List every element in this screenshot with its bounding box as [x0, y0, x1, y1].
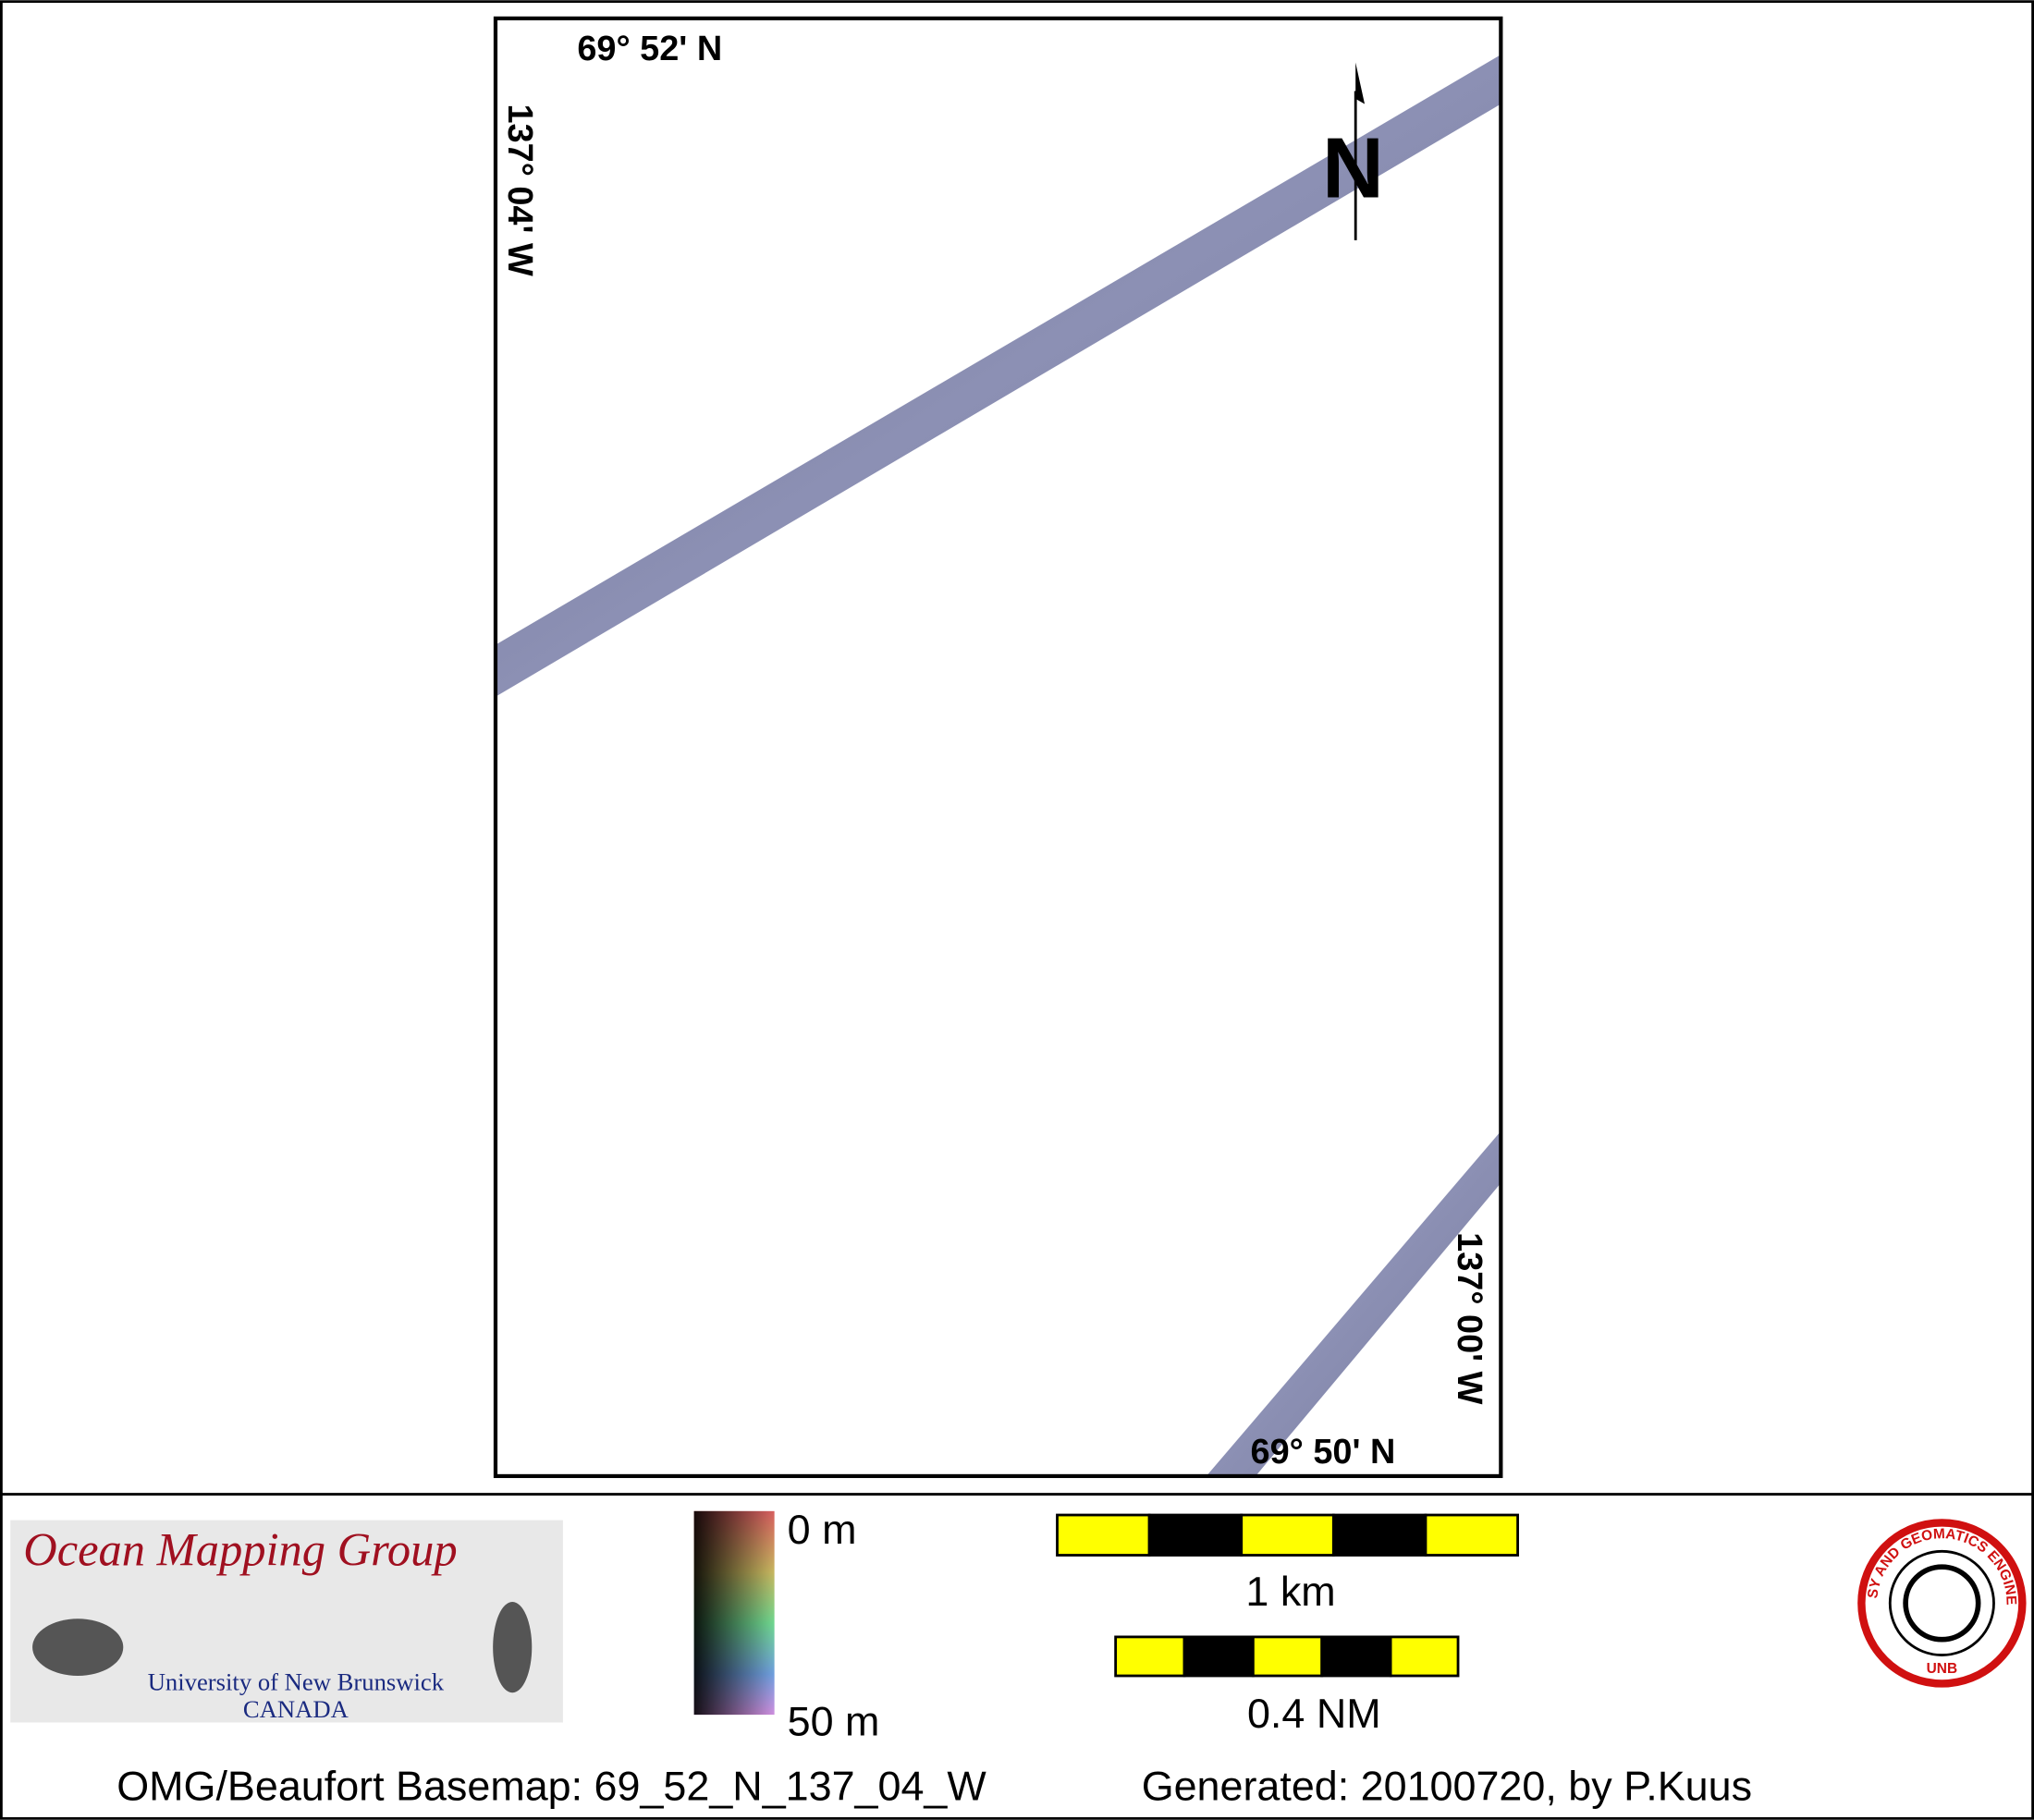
logo-graphic	[493, 1602, 533, 1693]
map-frame: 69° 52' N 137° 04' W 137° 00' W 69° 50' …	[493, 16, 1503, 1479]
logo-graphic	[32, 1618, 124, 1677]
latitude-label: 69° 52' N	[577, 30, 722, 68]
latitude-label: 69° 50' N	[1251, 1433, 1396, 1472]
logo-title: Ocean Mapping Group	[23, 1524, 457, 1576]
seal-unb: UNB	[1927, 1661, 1957, 1677]
depth-label: 0 m	[788, 1506, 857, 1553]
depth-label: 50 m	[788, 1698, 880, 1745]
north-label: N	[1322, 120, 1384, 216]
omg-logo: Ocean Mapping Group University of New Br…	[10, 1520, 563, 1723]
logo-university: University of New Brunswick	[148, 1667, 445, 1695]
scale-bars: 1 km 0.4 NM	[1056, 1513, 1519, 1737]
logo-background	[10, 1520, 563, 1723]
survey-swath	[495, 55, 1501, 697]
map-border	[493, 16, 1503, 1479]
colorbar-shade	[693, 1510, 775, 1716]
scale-label: 1 km	[1245, 1568, 1335, 1615]
scale-label: 0.4 NM	[1247, 1690, 1381, 1737]
footer-generated: Generated: 20100720, by P.Kuus	[1142, 1763, 1752, 1810]
footer-basemap: OMG/Beaufort Basemap: 69_52_N_137_04_W	[116, 1763, 986, 1810]
longitude-label: 137° 00' W	[1450, 1232, 1489, 1405]
logo-country: CANADA	[243, 1695, 349, 1723]
longitude-label: 137° 04' W	[500, 104, 539, 276]
depth-colorbar: 0 m 50 m	[693, 1506, 880, 1745]
